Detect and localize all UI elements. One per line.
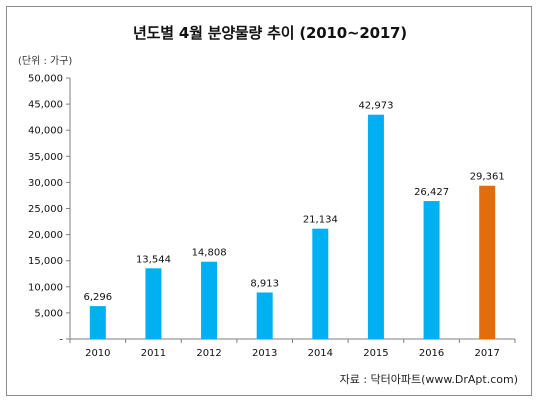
- data-label-2015: 42,973: [358, 101, 393, 112]
- data-label-2013: 8,913: [250, 278, 279, 289]
- y-tick-label: -: [59, 335, 63, 346]
- data-label-2011: 13,544: [136, 254, 171, 265]
- y-tick-label: 15,000: [28, 256, 63, 267]
- bar-2017: [479, 185, 496, 339]
- y-tick-label: 10,000: [28, 282, 63, 293]
- x-tick-label-2011: 2011: [141, 348, 166, 359]
- y-tick-label: 40,000: [28, 126, 63, 137]
- bar-2015: [367, 114, 384, 339]
- y-tick-label: 25,000: [28, 204, 63, 215]
- bar-2014: [312, 228, 329, 339]
- y-tick-label: 35,000: [28, 152, 63, 163]
- x-tick-label-2010: 2010: [85, 348, 110, 359]
- x-tick-label-2012: 2012: [196, 348, 221, 359]
- bar-2010: [89, 306, 106, 339]
- chart-title: 년도별 4월 분양물량 추이 (2010~2017): [133, 24, 407, 42]
- y-tick-label: 50,000: [28, 74, 63, 85]
- bar-2012: [201, 261, 218, 339]
- x-tick-label-2017: 2017: [474, 348, 499, 359]
- y-tick-label: 45,000: [28, 100, 63, 111]
- data-label-2012: 14,808: [192, 248, 227, 259]
- y-tick-label: 20,000: [28, 230, 63, 241]
- source-note: 자료 : 닥터아파트(www.DrApt.com): [339, 373, 518, 386]
- x-tick-label-2013: 2013: [252, 348, 277, 359]
- data-label-2017: 29,361: [470, 172, 505, 183]
- bar-2013: [256, 292, 273, 339]
- x-tick-label-2015: 2015: [363, 348, 388, 359]
- x-tick-label-2016: 2016: [419, 348, 444, 359]
- data-label-2016: 26,427: [414, 187, 449, 198]
- bar-2016: [423, 201, 440, 339]
- y-tick-label: 30,000: [28, 178, 63, 189]
- data-label-2014: 21,134: [303, 215, 338, 226]
- y-tick-label: 5,000: [34, 308, 63, 319]
- x-tick-label-2014: 2014: [308, 348, 333, 359]
- data-label-2010: 6,296: [83, 292, 112, 303]
- unit-label: (단위 : 가구): [18, 56, 73, 67]
- bar-2011: [145, 268, 162, 339]
